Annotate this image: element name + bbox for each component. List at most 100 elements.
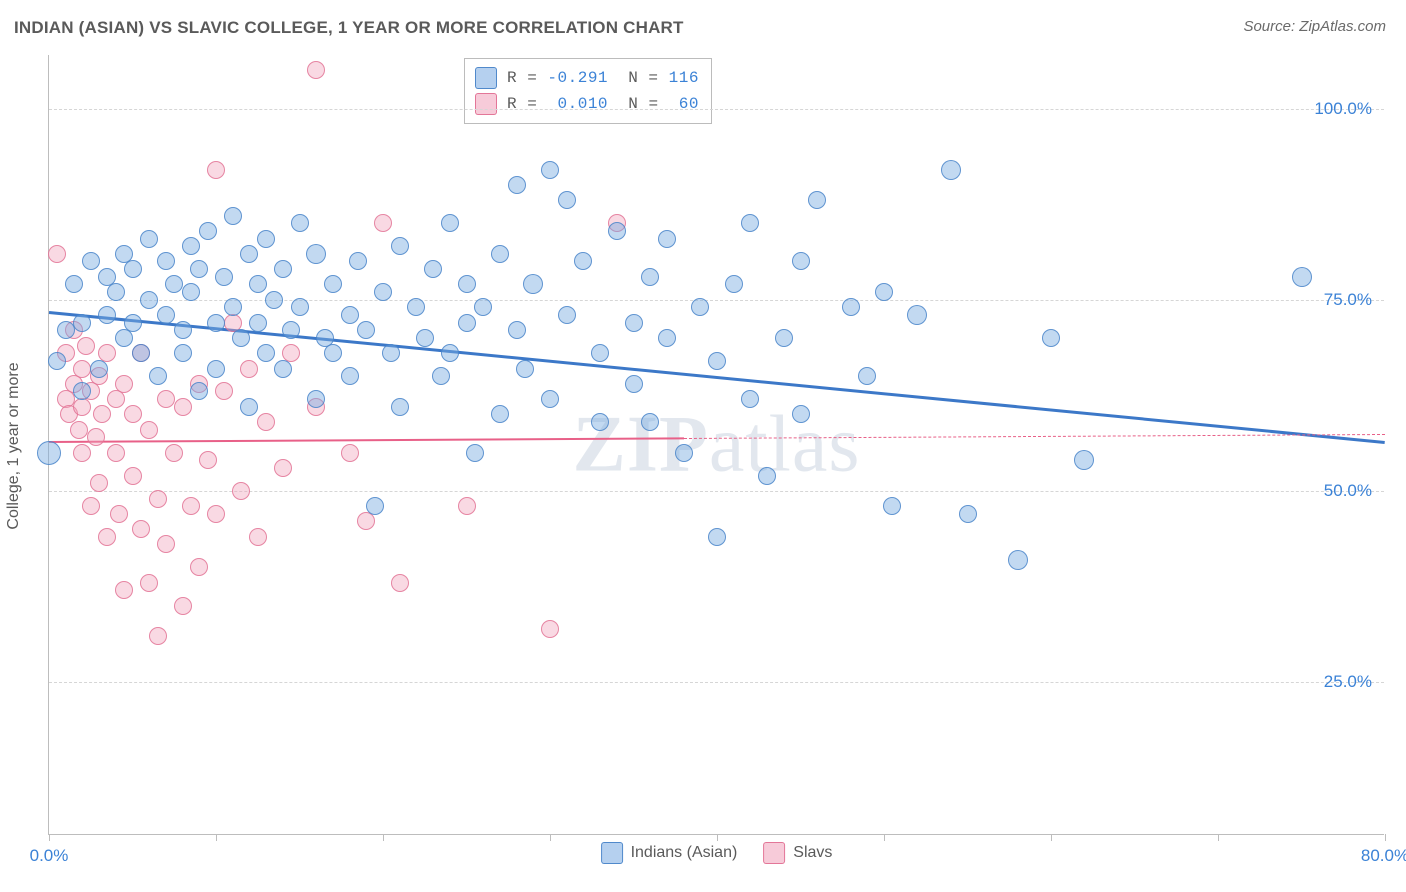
scatter-point-blue: [792, 252, 810, 270]
scatter-point-blue: [591, 413, 609, 431]
scatter-point-blue: [725, 275, 743, 293]
chart-title: INDIAN (ASIAN) VS SLAVIC COLLEGE, 1 YEAR…: [14, 18, 684, 38]
scatter-point-blue: [190, 382, 208, 400]
watermark-bold: ZIP: [573, 400, 709, 488]
legend-label-blue: Indians (Asian): [631, 844, 738, 862]
scatter-point-blue: [875, 283, 893, 301]
plot-area: ZIPatlas R = -0.291 N = 116 R = 0.010 N …: [48, 55, 1384, 835]
scatter-point-blue: [391, 237, 409, 255]
xtick-mark: [717, 834, 718, 841]
scatter-point-blue: [199, 222, 217, 240]
scatter-point-blue: [324, 275, 342, 293]
scatter-point-pink: [149, 490, 167, 508]
scatter-point-blue: [115, 329, 133, 347]
scatter-point-pink: [140, 421, 158, 439]
scatter-point-pink: [207, 161, 225, 179]
scatter-point-pink: [107, 444, 125, 462]
scatter-point-blue: [57, 321, 75, 339]
scatter-point-pink: [149, 627, 167, 645]
scatter-point-blue: [708, 352, 726, 370]
xtick-mark: [1051, 834, 1052, 841]
scatter-point-pink: [157, 535, 175, 553]
scatter-point-blue: [274, 260, 292, 278]
scatter-point-blue: [249, 275, 267, 293]
scatter-point-blue: [1008, 550, 1028, 570]
scatter-point-blue: [842, 298, 860, 316]
legend-label-pink: Slavs: [793, 844, 832, 862]
trendline-pink-solid: [49, 438, 684, 444]
scatter-point-blue: [232, 329, 250, 347]
scatter-point-blue: [407, 298, 425, 316]
scatter-point-blue: [508, 176, 526, 194]
scatter-point-pink: [341, 444, 359, 462]
scatter-point-pink: [190, 558, 208, 576]
swatch-blue-icon: [475, 67, 497, 89]
scatter-point-pink: [182, 497, 200, 515]
scatter-point-blue: [224, 207, 242, 225]
scatter-point-blue: [508, 321, 526, 339]
scatter-point-pink: [87, 428, 105, 446]
scatter-point-blue: [132, 344, 150, 362]
scatter-point-pink: [93, 405, 111, 423]
ytick-label: 25.0%: [1324, 672, 1372, 692]
scatter-point-pink: [77, 337, 95, 355]
source-attribution: Source: ZipAtlas.com: [1243, 18, 1386, 35]
scatter-point-blue: [341, 367, 359, 385]
xtick-label: 0.0%: [30, 846, 69, 866]
scatter-point-pink: [70, 421, 88, 439]
scatter-point-blue: [37, 441, 61, 465]
scatter-point-pink: [374, 214, 392, 232]
xtick-mark: [216, 834, 217, 841]
scatter-point-blue: [215, 268, 233, 286]
scatter-point-blue: [858, 367, 876, 385]
scatter-point-pink: [249, 528, 267, 546]
scatter-point-blue: [691, 298, 709, 316]
scatter-point-pink: [391, 574, 409, 592]
scatter-point-blue: [959, 505, 977, 523]
scatter-point-blue: [307, 390, 325, 408]
watermark: ZIPatlas: [573, 399, 861, 490]
scatter-point-blue: [458, 275, 476, 293]
legend-item-pink: Slavs: [763, 842, 832, 864]
scatter-point-blue: [107, 283, 125, 301]
scatter-point-blue: [1042, 329, 1060, 347]
scatter-point-blue: [558, 191, 576, 209]
scatter-point-pink: [132, 520, 150, 538]
scatter-point-blue: [441, 214, 459, 232]
bottom-legend: Indians (Asian) Slavs: [601, 842, 833, 864]
scatter-point-blue: [424, 260, 442, 278]
xtick-mark: [49, 834, 50, 841]
xtick-label: 80.0%: [1361, 846, 1406, 866]
scatter-point-blue: [491, 245, 509, 263]
scatter-point-blue: [907, 305, 927, 325]
legend-item-blue: Indians (Asian): [601, 842, 738, 864]
scatter-point-blue: [174, 344, 192, 362]
scatter-point-blue: [625, 375, 643, 393]
scatter-point-blue: [541, 161, 559, 179]
scatter-point-blue: [658, 329, 676, 347]
ytick-label: 75.0%: [1324, 290, 1372, 310]
y-axis-label: College, 1 year or more: [5, 362, 23, 529]
xtick-mark: [884, 834, 885, 841]
scatter-point-blue: [416, 329, 434, 347]
scatter-point-pink: [140, 574, 158, 592]
scatter-point-blue: [658, 230, 676, 248]
scatter-point-blue: [574, 252, 592, 270]
stats-pink-text: R = 0.010 N = 60: [507, 95, 699, 113]
scatter-point-blue: [675, 444, 693, 462]
scatter-point-blue: [382, 344, 400, 362]
ytick-label: 100.0%: [1314, 99, 1372, 119]
scatter-point-pink: [73, 444, 91, 462]
scatter-point-pink: [215, 382, 233, 400]
scatter-point-blue: [708, 528, 726, 546]
scatter-point-pink: [98, 528, 116, 546]
scatter-point-blue: [190, 260, 208, 278]
scatter-point-pink: [107, 390, 125, 408]
scatter-point-pink: [115, 581, 133, 599]
scatter-point-blue: [357, 321, 375, 339]
ytick-label: 50.0%: [1324, 481, 1372, 501]
scatter-point-blue: [240, 245, 258, 263]
stats-row-blue: R = -0.291 N = 116: [475, 65, 699, 91]
swatch-pink-icon: [475, 93, 497, 115]
stats-row-pink: R = 0.010 N = 60: [475, 91, 699, 117]
